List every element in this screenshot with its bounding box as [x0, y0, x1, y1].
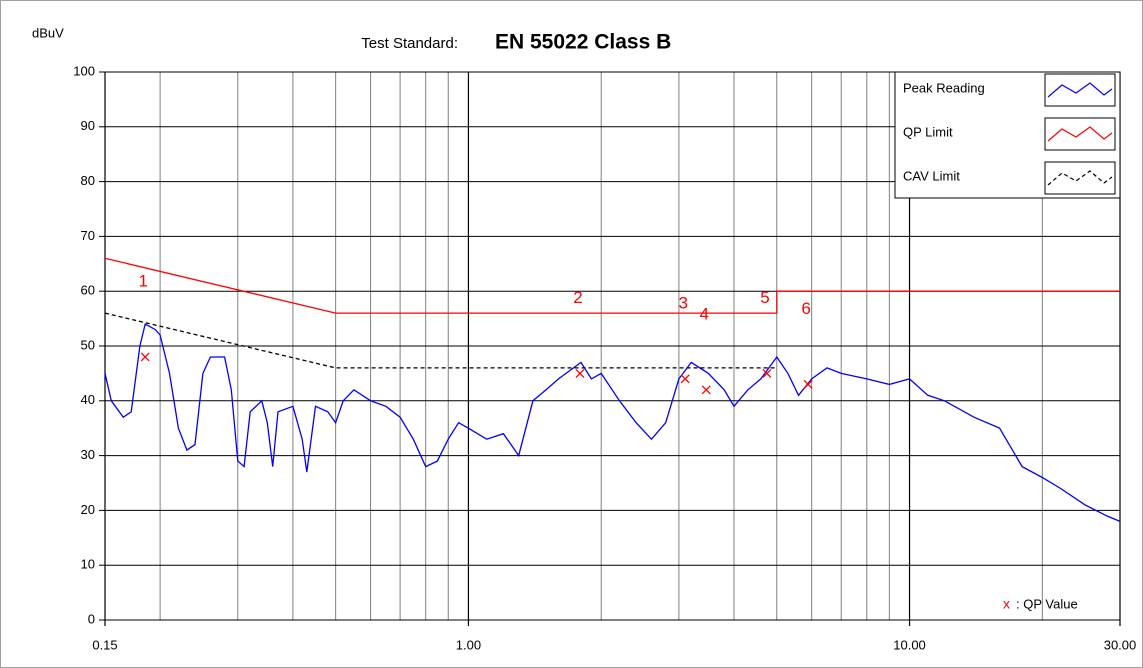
- series-line: [104, 312, 777, 369]
- marker-label: 3: [678, 293, 687, 312]
- legend-label: Peak Reading: [903, 80, 985, 95]
- y-tick-label: 20: [81, 502, 95, 517]
- legend-swatch: [1047, 126, 1113, 142]
- x-tick-label: 10.00: [893, 637, 926, 652]
- y-tick-label: 50: [81, 337, 95, 352]
- legend-swatch: [1047, 82, 1113, 98]
- x-tick-label: 1.00: [456, 637, 481, 652]
- series-line: [104, 323, 1121, 522]
- marker-label: 6: [801, 299, 810, 318]
- x-tick-label: 30.00: [1104, 637, 1137, 652]
- plot-border: [104, 71, 1121, 621]
- y-tick-label: 100: [73, 63, 95, 78]
- marker-label: 2: [573, 288, 582, 307]
- legend-swatch: [1047, 170, 1113, 186]
- note-label: : QP Value: [1016, 596, 1078, 611]
- title-prefix: Test Standard:: [361, 35, 458, 52]
- qp-marker: [701, 385, 711, 395]
- qp-marker: [803, 379, 813, 389]
- y-tick-label: 40: [81, 392, 95, 407]
- qp-marker: [762, 368, 772, 378]
- y-tick-label: 30: [81, 447, 95, 462]
- y-tick-label: 60: [81, 283, 95, 298]
- y-tick-label: 70: [81, 228, 95, 243]
- x-tick-label: 0.15: [92, 637, 117, 652]
- legend-swatch-box: [1044, 161, 1116, 195]
- y-axis-label: dBuV: [32, 25, 64, 40]
- y-tick-label: 80: [81, 173, 95, 188]
- legend: Peak Reading QP Limit CAV Limit: [894, 71, 1121, 199]
- y-tick-label: 10: [81, 557, 95, 572]
- marker-label: 5: [760, 288, 769, 307]
- y-tick-label: 90: [81, 118, 95, 133]
- chart-title: EN 55022 Class B: [495, 31, 671, 54]
- series-line: [104, 257, 1120, 314]
- marker-label: 1: [138, 271, 147, 290]
- legend-label: QP Limit: [903, 124, 953, 139]
- qp-marker: [140, 352, 150, 362]
- marker-label: 4: [699, 304, 708, 323]
- qp-marker: [575, 368, 585, 378]
- qp-marker: [680, 374, 690, 384]
- y-tick-label: 0: [88, 611, 95, 626]
- note-symbol: x: [1003, 596, 1010, 612]
- legend-label: CAV Limit: [903, 168, 960, 183]
